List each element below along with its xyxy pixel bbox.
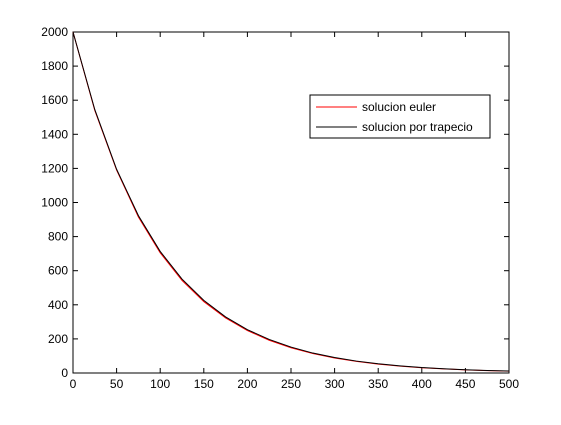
y-tick-label: 2000 [41, 25, 68, 39]
legend-box [309, 94, 491, 139]
x-tick-label: 350 [368, 377, 388, 391]
y-tick-label: 1600 [41, 93, 68, 107]
y-tick-label: 800 [48, 230, 68, 244]
series-line-1 [72, 31, 510, 372]
x-tick-label: 200 [237, 377, 257, 391]
legend: solucion euler solucion por trapecio [309, 94, 491, 139]
x-tick-label: 250 [281, 377, 301, 391]
x-tick-label: 400 [412, 377, 432, 391]
axis-ticks: 0 50 100 150 200 250 300 350 400 450 500 0 200 400 600… [41, 25, 519, 391]
x-tick-label: 50 [110, 377, 124, 391]
legend-label-euler: solucion euler [362, 100, 436, 114]
y-tick-label: 1800 [41, 59, 68, 73]
y-tick-label: 200 [48, 332, 68, 346]
x-tick-label: 150 [194, 377, 214, 391]
y-tick-label: 1200 [41, 161, 68, 175]
y-tick-label: 0 [61, 366, 68, 380]
y-tick-label: 1400 [41, 127, 68, 141]
x-tick-label: 0 [70, 377, 77, 391]
series-lines [72, 31, 510, 372]
x-tick-label: 300 [325, 377, 345, 391]
x-tick-label: 100 [150, 377, 170, 391]
legend-label-trapecio: solucion por trapecio [362, 120, 473, 134]
y-tick-label: 600 [48, 264, 68, 278]
y-tick-label: 1000 [41, 196, 68, 210]
x-tick-label: 450 [455, 377, 475, 391]
x-tick-label: 500 [499, 377, 519, 391]
plot-area [72, 31, 510, 374]
y-tick-label: 400 [48, 298, 68, 312]
